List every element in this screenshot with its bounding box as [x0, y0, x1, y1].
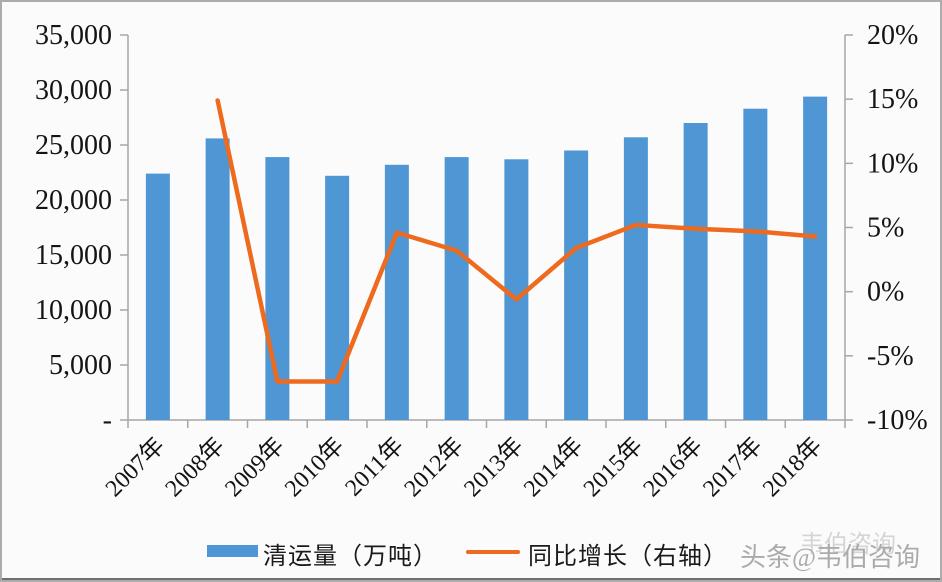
bar	[803, 96, 828, 420]
left-axis-tick-label: 5,000	[49, 350, 112, 381]
watermark: 头条@韦伯咨询	[740, 543, 920, 572]
x-axis-category-label: 2009年	[220, 432, 290, 502]
right-axis-tick-label: 0%	[867, 277, 904, 308]
left-axis-tick-label: 35,000	[35, 20, 112, 51]
bar	[205, 138, 230, 420]
bar	[683, 123, 708, 420]
legend-bar-label: 清运量（万吨）	[263, 544, 438, 570]
x-axis-category-label: 2007年	[100, 432, 170, 502]
x-axis-category-label: 2010年	[279, 432, 349, 502]
bar	[743, 108, 768, 420]
bar	[384, 164, 409, 420]
bar	[444, 157, 469, 420]
left-axis-tick-label: 30,000	[35, 75, 112, 106]
x-axis-category-label: 2012年	[399, 432, 469, 502]
right-axis-tick-label: 20%	[867, 20, 918, 51]
legend-bar-swatch	[207, 545, 258, 557]
bar	[564, 150, 589, 420]
x-axis-category-label: 2013年	[459, 432, 529, 502]
x-axis-category-label: 2018年	[757, 432, 827, 502]
bar-series	[145, 96, 828, 421]
x-axis-category-label: 2008年	[160, 432, 230, 502]
left-axis-tick-label: 25,000	[35, 130, 112, 161]
growth-line-series	[215, 98, 818, 384]
axes	[120, 34, 853, 428]
left-axis-tick-label: 20,000	[35, 185, 112, 216]
legend-line-swatch	[466, 550, 520, 554]
right-axis-tick-label: 10%	[867, 148, 918, 179]
x-axis-category-label: 2017年	[698, 432, 768, 502]
watermark-ghost: 韦伯咨询	[800, 532, 896, 558]
left-axis-tick-label: 15,000	[35, 240, 112, 271]
x-axis-category-label: 2015年	[578, 432, 648, 502]
legend-line-label: 同比增长（右轴）	[528, 544, 728, 570]
x-axis-category-label: 2014年	[518, 432, 588, 502]
bar	[623, 137, 648, 421]
bar	[145, 173, 170, 420]
x-axis-category-label: 2016年	[638, 432, 708, 502]
right-axis-tick-label: 15%	[867, 84, 918, 115]
left-axis-tick-label: -	[103, 405, 112, 436]
right-axis-tick-label: -10%	[867, 405, 928, 436]
right-axis-tick-label: 5%	[867, 213, 904, 244]
x-axis-category-label: 2011年	[340, 432, 409, 501]
right-axis-tick-label: -5%	[867, 341, 914, 372]
left-axis-tick-label: 10,000	[35, 295, 112, 326]
